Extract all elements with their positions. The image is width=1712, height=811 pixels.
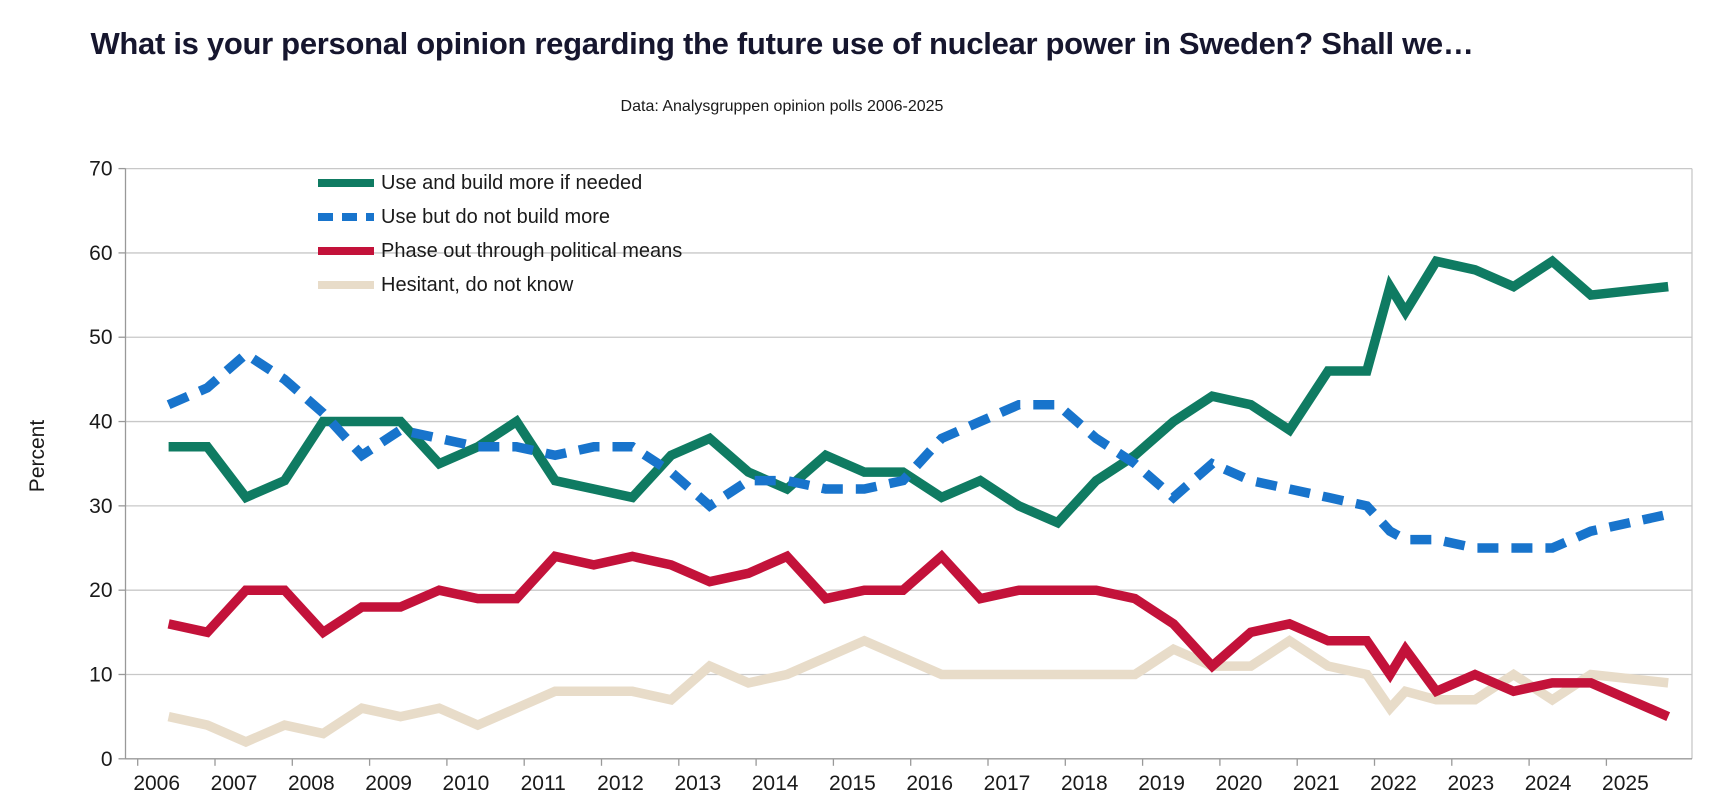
legend-swatch-line xyxy=(318,281,374,289)
legend-item-label: Phase out through political means xyxy=(381,239,683,262)
chart-title: What is your personal opinion regarding … xyxy=(90,26,1474,61)
chart-subtitle: Data: Analysgruppen opinion polls 2006-2… xyxy=(620,98,944,115)
x-tick-label: 2022 xyxy=(1370,772,1417,795)
series-line-4 xyxy=(167,635,1669,748)
y-tick-label: 70 xyxy=(89,158,112,181)
legend: Use and build more if needed Use but do n… xyxy=(318,166,682,302)
y-tick-label: 10 xyxy=(89,663,112,686)
y-tick-label: 50 xyxy=(89,326,112,349)
legend-item-label: Hesitant, do not know xyxy=(381,273,574,296)
x-tick-label: 2015 xyxy=(829,772,876,795)
x-tick-label: 2023 xyxy=(1447,772,1494,795)
legend-item-label: Use and build more if needed xyxy=(381,171,643,194)
x-tick-label: 2020 xyxy=(1216,772,1263,795)
legend-item: Use and build more if needed xyxy=(318,166,682,200)
x-tick-label: 2013 xyxy=(674,772,721,795)
x-tick-label: 2017 xyxy=(984,772,1031,795)
legend-item: Hesitant, do not know xyxy=(318,268,682,302)
y-tick-label: 30 xyxy=(89,495,112,518)
x-tick-label: 2014 xyxy=(752,772,799,795)
x-tick-label: 2016 xyxy=(906,772,953,795)
y-tick-label: 60 xyxy=(89,242,112,265)
legend-item: Use but do not build more xyxy=(318,200,682,234)
x-tick-label: 2010 xyxy=(443,772,490,795)
y-axis-title: Percent xyxy=(26,419,49,493)
x-tick-label: 2025 xyxy=(1602,772,1649,795)
x-tick-label: 2012 xyxy=(597,772,644,795)
x-tick-label: 2019 xyxy=(1138,772,1185,795)
x-tick-label: 2024 xyxy=(1525,772,1572,795)
legend-swatch-line xyxy=(318,179,374,187)
x-tick-label: 2018 xyxy=(1061,772,1108,795)
y-tick-label: 20 xyxy=(89,579,112,602)
x-tick-label: 2011 xyxy=(521,772,566,795)
y-tick-label: 40 xyxy=(89,411,112,434)
series-line-1 xyxy=(168,255,1669,529)
x-tick-label: 2021 xyxy=(1293,772,1340,795)
x-tick-label: 2009 xyxy=(365,772,412,795)
legend-swatch-line xyxy=(318,247,374,255)
x-tick-label: 2006 xyxy=(133,772,180,795)
series-line-3 xyxy=(167,549,1671,721)
y-tick-label: 0 xyxy=(101,748,113,771)
x-tick-label: 2007 xyxy=(211,772,258,795)
series-line-2 xyxy=(166,348,1670,553)
legend-item: Phase out through political means xyxy=(318,234,682,268)
legend-swatch-dashed-line xyxy=(318,213,374,221)
x-tick-label: 2008 xyxy=(288,772,335,795)
legend-item-label: Use but do not build more xyxy=(381,205,611,228)
